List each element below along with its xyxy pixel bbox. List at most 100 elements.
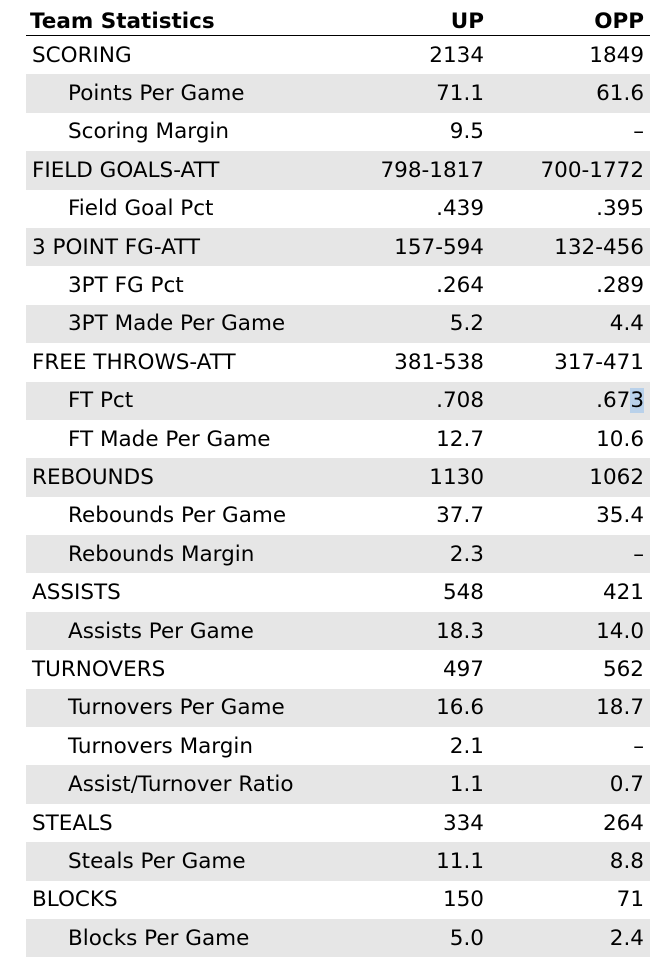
row-opp-value: 14.0: [596, 618, 644, 644]
row-up-value: 12.7: [436, 426, 484, 452]
row-label: FIELD GOALS-ATT: [32, 157, 220, 183]
row-up-value: 2134: [429, 42, 484, 68]
row-label: FREE THROWS-ATT: [32, 349, 236, 375]
row-opp-value: .395: [596, 196, 644, 222]
row-up-value: 157-594: [394, 234, 484, 260]
row-opp-value: 35.4: [596, 503, 644, 529]
row-opp-value: 317-471: [554, 349, 644, 375]
table-row: Turnovers Per Game 16.6 18.7: [26, 688, 650, 728]
row-label: Blocks Per Game: [68, 925, 250, 951]
row-label: BLOCKS: [32, 887, 118, 913]
table-row: FIELD GOALS-ATT 798-1817 700-1772: [26, 151, 650, 190]
row-opp-value: 264: [602, 810, 644, 836]
row-up-value: .439: [436, 196, 484, 222]
table-row: ASSISTS 548 421: [26, 573, 650, 611]
row-up-value: 16.6: [436, 695, 484, 721]
row-opp-value: 4.4: [609, 311, 644, 337]
row-up-value: 37.7: [436, 503, 484, 529]
table-row: STEALS 334 264: [26, 804, 650, 842]
row-label: Rebounds Per Game: [68, 503, 287, 529]
row-label: TURNOVERS: [32, 656, 166, 682]
table-row: Rebounds Per Game 37.7 35.4: [26, 497, 650, 535]
row-label: Rebounds Margin: [68, 541, 255, 567]
row-up-value: 18.3: [436, 618, 484, 644]
row-up-value: 2.1: [449, 733, 484, 759]
row-opp-value: 700-1772: [540, 157, 644, 183]
row-opp-value: .673: [596, 388, 644, 414]
row-up-value: 5.2: [449, 311, 484, 337]
row-up-value: 1130: [429, 464, 484, 490]
row-up-value: 2.3: [449, 541, 484, 567]
row-opp-value: –: [633, 733, 644, 759]
row-label: Field Goal Pct: [68, 196, 214, 222]
row-opp-value: 0.7: [609, 772, 644, 798]
row-label: ASSISTS: [32, 580, 121, 606]
row-label: FT Made Per Game: [68, 426, 271, 452]
row-up-value: 11.1: [436, 848, 484, 874]
table-body: SCORING 2134 1849 Points Per Game 71.1 61.6 Sc…: [26, 36, 650, 957]
row-up-value: .708: [436, 388, 484, 414]
row-label: REBOUNDS: [32, 464, 154, 490]
row-up-value: 334: [442, 810, 484, 836]
row-up-value: 5.0: [449, 925, 484, 951]
row-label: 3 POINT FG-ATT: [32, 234, 201, 260]
row-up-value: 71.1: [436, 81, 484, 107]
row-up-value: .264: [436, 273, 484, 299]
row-opp-value: 132-456: [554, 234, 644, 260]
row-label: Turnovers Per Game: [68, 695, 285, 721]
row-opp-value: –: [633, 541, 644, 567]
table-row: REBOUNDS 1130 1062: [26, 458, 650, 497]
row-opp-value: –: [633, 119, 644, 145]
header-up: UP: [450, 9, 484, 34]
row-up-value: 497: [442, 656, 484, 682]
row-opp-value: 71: [616, 887, 644, 913]
table-row: Turnovers Margin 2.1 –: [26, 727, 650, 765]
row-up-value: 798-1817: [380, 157, 484, 183]
table-row: TURNOVERS 497 562: [26, 650, 650, 688]
row-up-value: 1.1: [449, 772, 484, 798]
row-opp-value: 1849: [589, 42, 644, 68]
row-up-value: 548: [442, 580, 484, 606]
row-up-value: 9.5: [449, 119, 484, 145]
row-opp-value: 562: [602, 656, 644, 682]
row-label: SCORING: [32, 42, 132, 68]
row-label: STEALS: [32, 810, 113, 836]
text-selection-highlight: 3: [630, 388, 644, 414]
row-label: 3PT Made Per Game: [68, 311, 286, 337]
row-label: Assist/Turnover Ratio: [68, 772, 294, 798]
header-opp: OPP: [594, 9, 644, 34]
table-row: Steals Per Game 11.1 8.8: [26, 842, 650, 881]
table-row: BLOCKS 150 71: [26, 881, 650, 919]
row-opp-value: 18.7: [596, 695, 644, 721]
row-opp-value: 2.4: [609, 925, 644, 951]
table-row: 3PT Made Per Game 5.2 4.4: [26, 304, 650, 344]
table-row: FREE THROWS-ATT 381-538 317-471: [26, 343, 650, 381]
table-row: SCORING 2134 1849: [26, 36, 650, 74]
table-row: Assist/Turnover Ratio 1.1 0.7: [26, 765, 650, 804]
row-up-value: 381-538: [394, 349, 484, 375]
row-opp-value: .289: [596, 273, 644, 299]
table-row: Scoring Margin 9.5 –: [26, 113, 650, 151]
table-row: 3PT FG Pct .264 .289: [26, 266, 650, 304]
table-row: FT Made Per Game 12.7 10.6: [26, 420, 650, 458]
row-label: Points Per Game: [68, 81, 245, 107]
team-statistics-table: Team Statistics UP OPP SCORING 2134 1849 Po…: [26, 2, 650, 957]
row-label: Scoring Margin: [68, 119, 229, 145]
row-label: Assists Per Game: [68, 618, 254, 644]
table-row: FT Pct .708 .673: [26, 381, 650, 420]
table-row: Points Per Game 71.1 61.6: [26, 74, 650, 113]
table-header: Team Statistics UP OPP: [26, 2, 650, 36]
row-up-value: 150: [442, 887, 484, 913]
row-label: Steals Per Game: [68, 848, 246, 874]
table-row: Field Goal Pct .439 .395: [26, 190, 650, 228]
row-opp-value: 421: [602, 580, 644, 606]
table-row: Rebounds Margin 2.3 –: [26, 535, 650, 574]
table-row: 3 POINT FG-ATT 157-594 132-456: [26, 227, 650, 267]
row-label: Turnovers Margin: [68, 733, 253, 759]
row-opp-value: 10.6: [596, 426, 644, 452]
row-label: FT Pct: [68, 388, 134, 414]
table-row: Assists Per Game 18.3 14.0: [26, 611, 650, 651]
row-label: 3PT FG Pct: [68, 273, 184, 299]
table-row: Blocks Per Game 5.0 2.4: [26, 918, 650, 957]
row-opp-value: 61.6: [596, 81, 644, 107]
